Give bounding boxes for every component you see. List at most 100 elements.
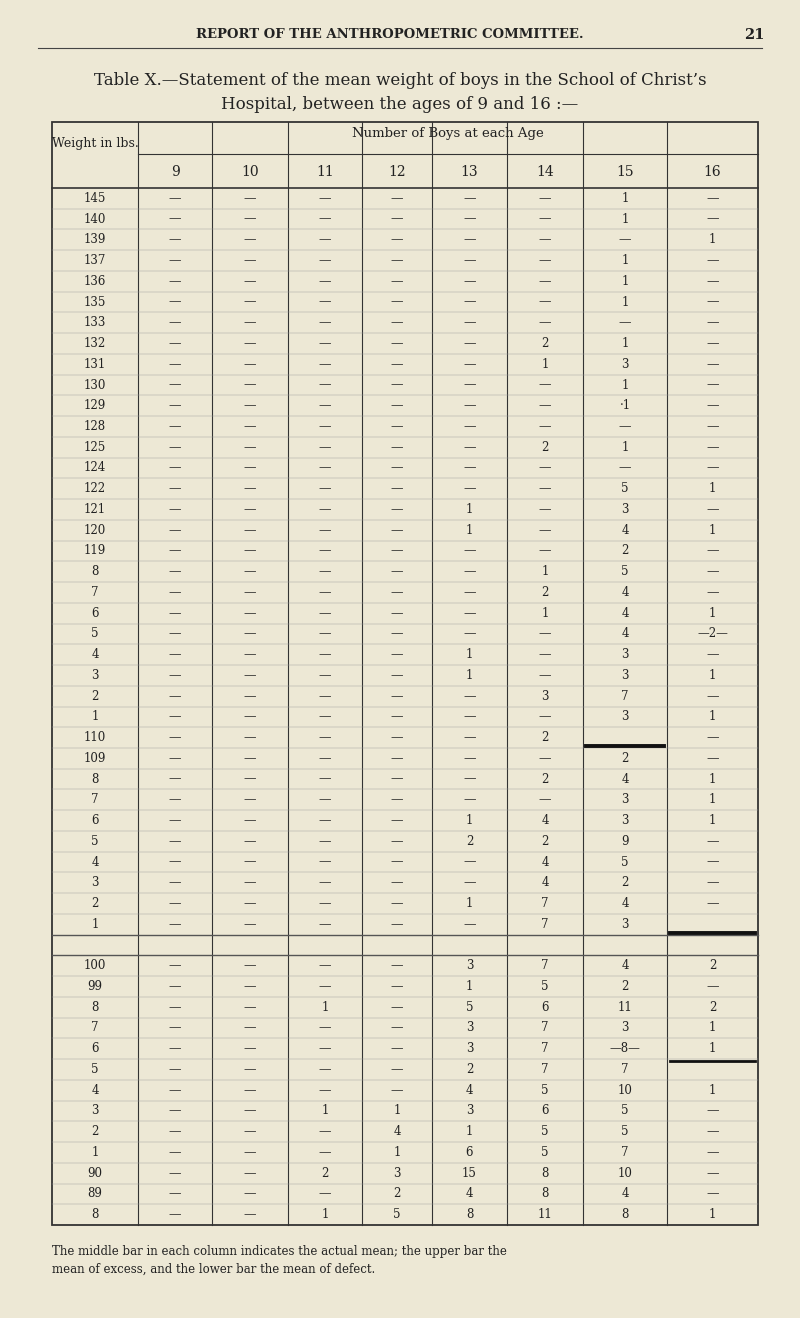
Text: —: — bbox=[318, 981, 331, 992]
Text: —: — bbox=[169, 192, 182, 204]
Text: —: — bbox=[706, 440, 718, 453]
Text: 1: 1 bbox=[542, 606, 549, 619]
Text: 7: 7 bbox=[91, 587, 98, 598]
Text: 122: 122 bbox=[84, 482, 106, 496]
Text: —: — bbox=[244, 834, 256, 847]
Text: 11: 11 bbox=[538, 1209, 552, 1222]
Text: 4: 4 bbox=[542, 876, 549, 890]
Text: —: — bbox=[538, 275, 551, 287]
Text: —: — bbox=[538, 503, 551, 515]
Text: —: — bbox=[390, 482, 403, 496]
Text: 5: 5 bbox=[622, 855, 629, 869]
Text: —: — bbox=[390, 544, 403, 558]
Text: —: — bbox=[463, 772, 476, 786]
Text: —: — bbox=[463, 440, 476, 453]
Text: —: — bbox=[169, 233, 182, 246]
Text: 2: 2 bbox=[622, 876, 629, 890]
Text: 1: 1 bbox=[622, 440, 629, 453]
Text: 1: 1 bbox=[394, 1104, 401, 1118]
Text: 2: 2 bbox=[709, 960, 716, 973]
Text: —: — bbox=[169, 1043, 182, 1056]
Text: 1: 1 bbox=[622, 337, 629, 351]
Text: —: — bbox=[244, 212, 256, 225]
Text: 1: 1 bbox=[709, 233, 716, 246]
Text: —: — bbox=[169, 731, 182, 745]
Text: 5: 5 bbox=[394, 1209, 401, 1222]
Text: —: — bbox=[538, 670, 551, 681]
Text: 1: 1 bbox=[622, 295, 629, 308]
Text: —: — bbox=[169, 981, 182, 992]
Text: —: — bbox=[463, 876, 476, 890]
Text: 3: 3 bbox=[91, 876, 98, 890]
Text: —: — bbox=[706, 876, 718, 890]
Text: 8: 8 bbox=[622, 1209, 629, 1222]
Text: 1: 1 bbox=[622, 275, 629, 287]
Text: 1: 1 bbox=[466, 670, 473, 681]
Text: —: — bbox=[169, 295, 182, 308]
Text: 1: 1 bbox=[466, 981, 473, 992]
Text: —: — bbox=[244, 855, 256, 869]
Text: —: — bbox=[706, 337, 718, 351]
Text: —: — bbox=[706, 503, 718, 515]
Text: —: — bbox=[538, 482, 551, 496]
Text: 8: 8 bbox=[542, 1188, 549, 1201]
Text: —: — bbox=[244, 461, 256, 474]
Text: —: — bbox=[390, 420, 403, 434]
Text: 8: 8 bbox=[466, 1209, 473, 1222]
Text: —: — bbox=[463, 917, 476, 931]
Text: —: — bbox=[390, 295, 403, 308]
Text: —: — bbox=[244, 399, 256, 413]
Text: —: — bbox=[318, 670, 331, 681]
Text: —: — bbox=[390, 316, 403, 330]
Text: —: — bbox=[318, 876, 331, 890]
Text: —: — bbox=[538, 192, 551, 204]
Text: 7: 7 bbox=[542, 960, 549, 973]
Text: —: — bbox=[463, 212, 476, 225]
Text: —: — bbox=[538, 544, 551, 558]
Text: —: — bbox=[706, 648, 718, 662]
Text: 1: 1 bbox=[622, 254, 629, 268]
Text: 5: 5 bbox=[622, 482, 629, 496]
Text: 2: 2 bbox=[542, 731, 549, 745]
Text: 6: 6 bbox=[91, 815, 98, 828]
Text: —: — bbox=[463, 461, 476, 474]
Text: —: — bbox=[390, 834, 403, 847]
Text: 1: 1 bbox=[709, 1043, 716, 1056]
Text: —: — bbox=[244, 981, 256, 992]
Text: —: — bbox=[390, 606, 403, 619]
Text: —: — bbox=[318, 565, 331, 579]
Text: —: — bbox=[463, 710, 476, 724]
Text: —: — bbox=[169, 793, 182, 807]
Text: —: — bbox=[463, 793, 476, 807]
Text: 121: 121 bbox=[84, 503, 106, 515]
Text: —: — bbox=[169, 1126, 182, 1139]
Text: —: — bbox=[169, 1209, 182, 1222]
Text: —: — bbox=[618, 420, 631, 434]
Text: 140: 140 bbox=[84, 212, 106, 225]
Text: 6: 6 bbox=[91, 606, 98, 619]
Text: —: — bbox=[244, 689, 256, 702]
Text: —: — bbox=[244, 357, 256, 370]
Text: —: — bbox=[318, 523, 331, 536]
Text: —: — bbox=[706, 378, 718, 391]
Text: —: — bbox=[463, 316, 476, 330]
Text: 1: 1 bbox=[622, 378, 629, 391]
Text: 14: 14 bbox=[536, 165, 554, 179]
Text: —: — bbox=[706, 212, 718, 225]
Text: 1: 1 bbox=[709, 710, 716, 724]
Text: —: — bbox=[169, 275, 182, 287]
Text: 2: 2 bbox=[622, 751, 629, 764]
Text: —: — bbox=[390, 503, 403, 515]
Text: 7: 7 bbox=[622, 689, 629, 702]
Text: 1: 1 bbox=[91, 710, 98, 724]
Text: —: — bbox=[706, 420, 718, 434]
Text: —: — bbox=[244, 420, 256, 434]
Text: —: — bbox=[169, 1000, 182, 1014]
Text: —: — bbox=[244, 316, 256, 330]
Text: 8: 8 bbox=[91, 565, 98, 579]
Text: —: — bbox=[538, 233, 551, 246]
Text: 8: 8 bbox=[91, 772, 98, 786]
Text: —: — bbox=[169, 606, 182, 619]
Text: —: — bbox=[390, 233, 403, 246]
Text: 5: 5 bbox=[466, 1000, 474, 1014]
